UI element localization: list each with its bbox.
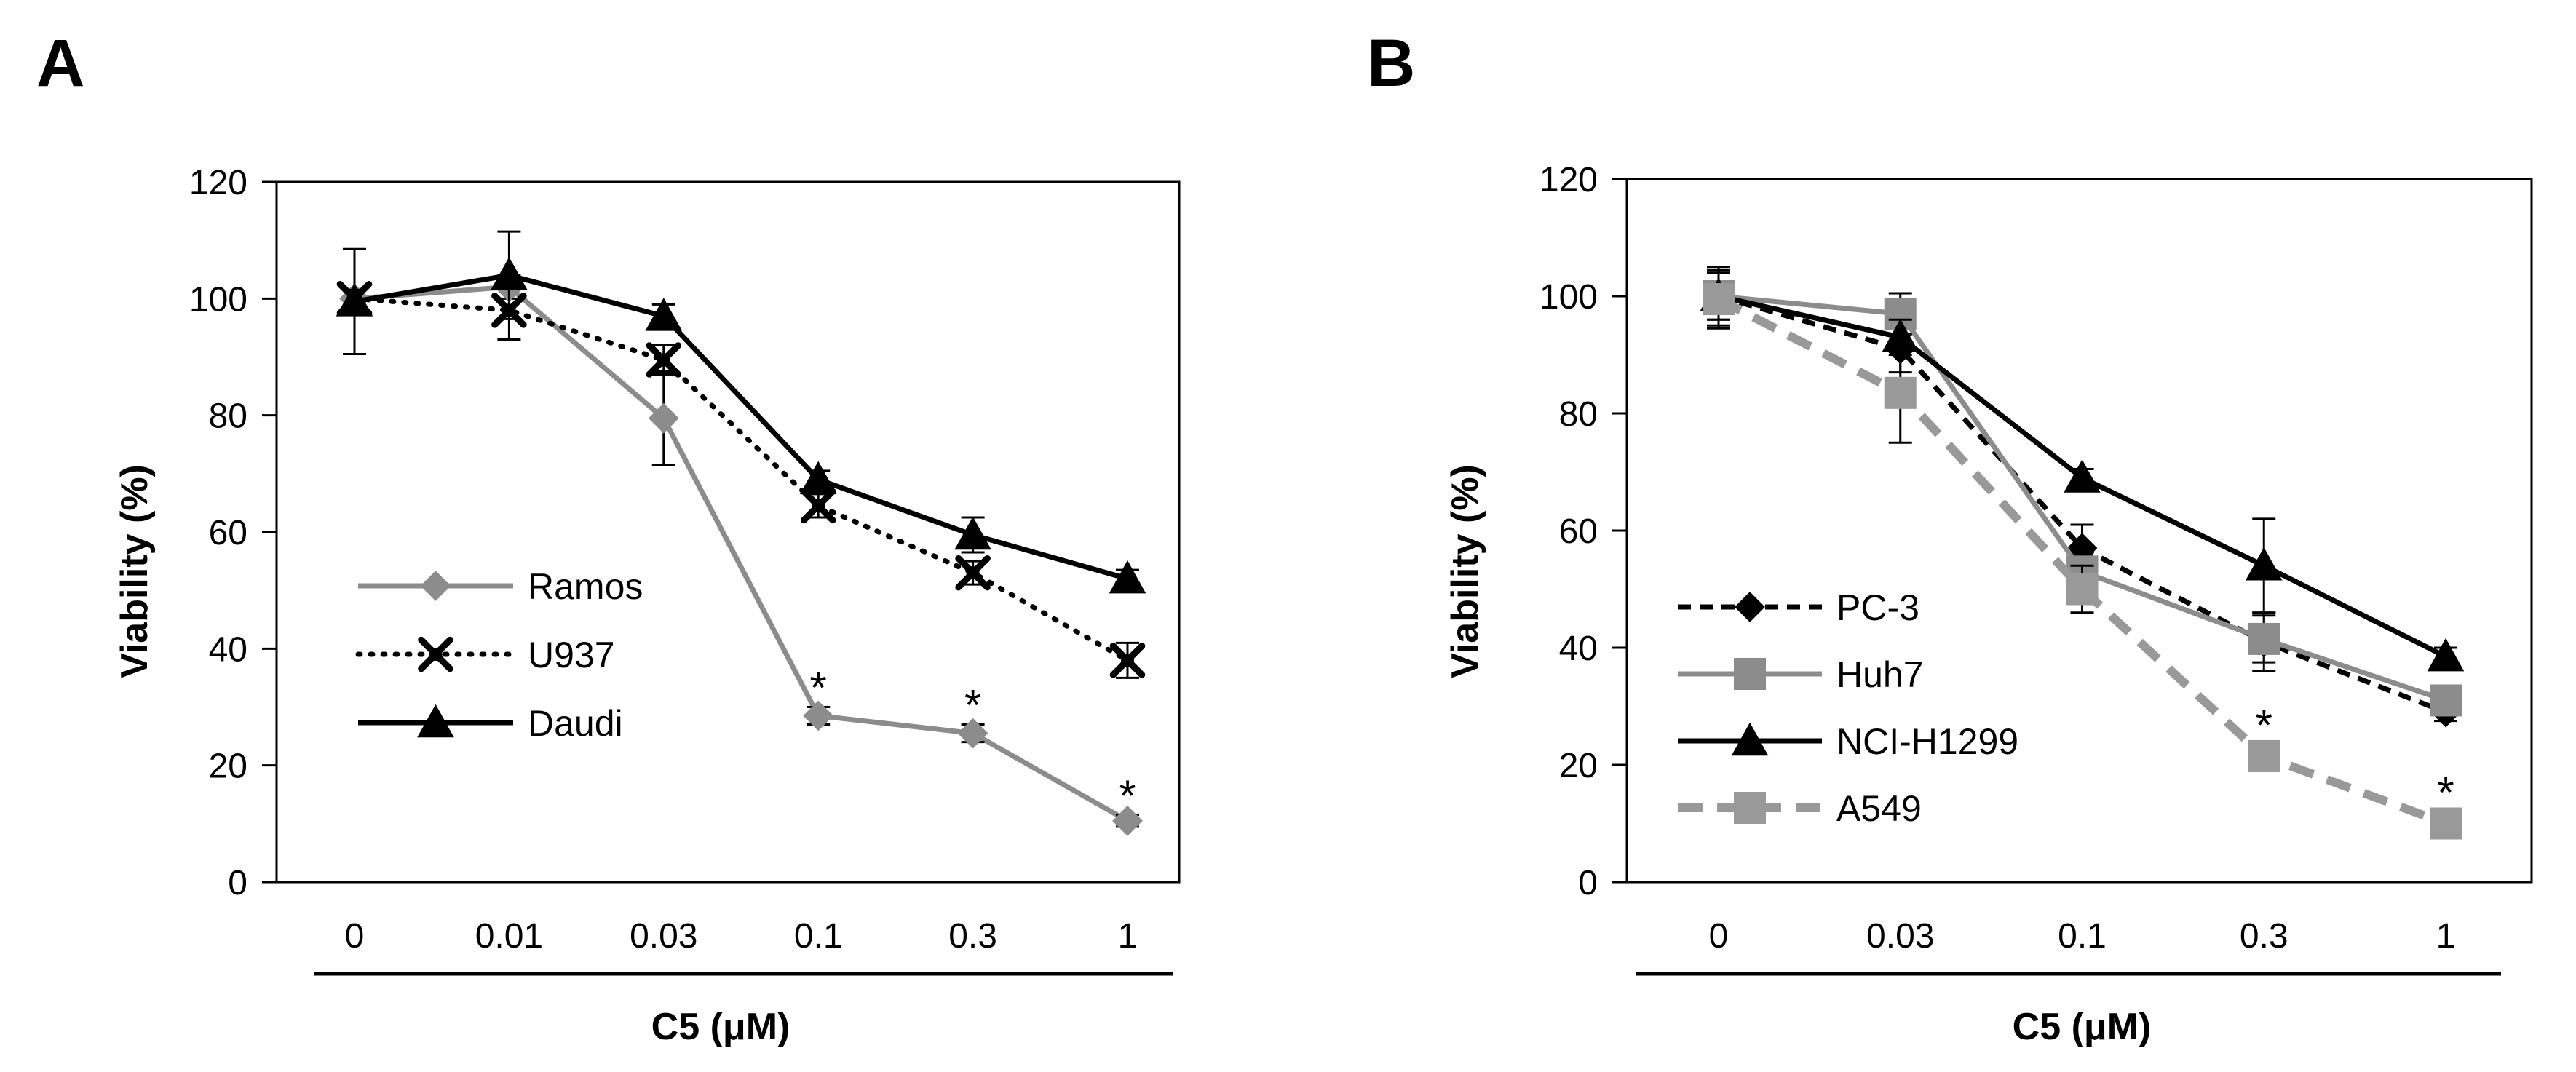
panel-a-series-u937-point-3	[800, 488, 836, 524]
panel-a-legend-u937-label: U937	[528, 635, 615, 675]
panel-b-x-axis-title: C5 (μM)	[2013, 1006, 2152, 1048]
panel-a-x-tick-label-0: 0	[345, 917, 365, 956]
panel-a-series-u937-point-5	[1109, 643, 1146, 678]
panel-a-legend-ramos-label: Ramos	[528, 566, 643, 607]
panel-a-series-u937-point-4-center	[966, 566, 980, 580]
panel-a-legend-daudi-label: Daudi	[528, 703, 623, 744]
panel-b-legend-nci-h1299-label: NCI-H1299	[1836, 721, 2018, 762]
panel-a-legend-daudi-swatch-marker	[417, 704, 454, 738]
panel-a-y-tick-label-40: 40	[209, 630, 247, 669]
panel-b-series-huh7	[1703, 271, 2462, 717]
panel-a-legend: Ramos U937 Daudi	[355, 566, 643, 744]
panel-a-y-axis-title: Viability (%)	[114, 464, 156, 678]
panel-a-x-tick-label-2: 0.03	[630, 917, 697, 956]
panel-b-series-a549-point-3	[2248, 739, 2280, 772]
panel-b-legend-pc-3-swatch-marker	[1735, 592, 1765, 622]
panel-b-y-tick-label-120: 120	[1539, 161, 1598, 199]
panel-b-series-nci-h1299-point-4	[2427, 638, 2465, 672]
panel-a-x-tick-label-3: 0.1	[794, 917, 843, 956]
panel-b-y-tick-label-100: 100	[1539, 278, 1598, 317]
panel-b-plot-frame	[1625, 178, 2533, 884]
panel-a-x-tick-label-4: 0.3	[948, 917, 997, 956]
panel-b-legend-a549-swatch-marker	[1734, 792, 1766, 824]
panel-b-x-tick-label-4: 1	[2436, 917, 2456, 956]
panel-a-series-u937-point-2-center	[657, 353, 670, 367]
panel-b-legend-a549-label: A549	[1836, 788, 1922, 829]
panel-b-x-tick-label-2: 0.1	[2058, 917, 2107, 956]
panel-b-legend-pc-3-label: PC-3	[1836, 587, 1919, 628]
panel-b-series-nci-h1299-point-3	[2245, 547, 2283, 581]
panel-b-series-a549-significance-star-3: *	[2256, 701, 2272, 750]
panel-a-y-tick-label-0: 0	[228, 864, 247, 902]
panel-b-series-huh7-point-3	[2248, 622, 2280, 655]
panel-a-series-ramos-line	[354, 284, 1129, 823]
panel-b-x-tick-label-3: 0.3	[2240, 917, 2288, 956]
panel-b-series-pc-3	[1703, 266, 2461, 728]
panel-a-series-u937-point-5-center	[1121, 654, 1134, 667]
panel-b-y-tick-label-20: 20	[1559, 747, 1598, 785]
panel-a-series-u937-point-4	[955, 555, 991, 591]
panel-b-series-a549-point-2	[2066, 573, 2099, 606]
panel-a-y-tick-label-20: 20	[209, 747, 247, 786]
panel-a-series-ramos-significance-star-5: *	[1119, 771, 1136, 820]
panel-a-series-daudi-point-2	[645, 298, 683, 331]
panel-a-series-daudi-point-0	[336, 283, 373, 317]
panel-a-chart: 0 20 40 60 80 100 120 0 0.01 0.03 0.1 0.3 1 * * * Ramos U…	[189, 164, 1181, 976]
panel-b-series-huh7-point-4	[2430, 684, 2462, 717]
panel-a-series-ramos-point-4	[957, 718, 988, 749]
panel-label-a: A	[36, 26, 84, 100]
panel-a-y-tick-label-80: 80	[209, 397, 247, 436]
panel-a-x-axis-title: C5 (μM)	[651, 1006, 790, 1048]
panel-a-series-ramos-significance-star-4: *	[964, 681, 981, 730]
panel-b-series-a549-point-4	[2430, 807, 2462, 840]
panel-b-y-tick-label-60: 60	[1559, 512, 1598, 551]
panel-a-series-ramos-significance-star-3: *	[810, 664, 827, 712]
panel-a-y-tick-label-60: 60	[209, 514, 247, 552]
panel-a-series-daudi-line	[354, 272, 1128, 581]
panel-a-plot-frame	[275, 180, 1181, 884]
panel-label-b: B	[1367, 26, 1415, 100]
panel-b-y-axis-title: Viability (%)	[1444, 464, 1486, 678]
panel-b-legend-huh7-swatch-marker	[1734, 658, 1766, 690]
panel-b-legend: PC-3 Huh7 NCI-H1299 A549	[1678, 587, 2018, 829]
panel-b-series-a549: **	[1703, 269, 2462, 840]
panel-a-series-daudi-point-4	[954, 516, 991, 550]
panel-b-legend-huh7-label: Huh7	[1836, 654, 1924, 695]
panel-a-series-ramos-point-5	[1112, 805, 1143, 836]
panel-a-series-ramos-point-3	[803, 700, 834, 731]
panel-b-series-nci-h1299-point-2	[2064, 459, 2101, 493]
panel-a-x-tick-label-5: 1	[1118, 917, 1138, 956]
panel-b-y-tick-label-80: 80	[1559, 395, 1598, 434]
panel-b-series-a549-point-0	[1703, 283, 1735, 316]
panel-a-series-ramos-point-2	[648, 402, 679, 434]
panel-a-legend-u937-swatch-marker	[418, 636, 453, 672]
panel-a-series-daudi-point-1	[491, 256, 528, 290]
panel-b-x-tick-label-1: 0.03	[1866, 917, 1934, 956]
panel-a-series-u937	[336, 279, 1146, 679]
panel-a-legend-ramos-swatch-marker	[420, 571, 451, 601]
panel-a-series-u937-point-2	[646, 342, 682, 378]
panel-b-legend-nci-h1299-swatch-marker	[1731, 722, 1769, 756]
panel-a-x-tick-label-1: 0.01	[475, 917, 543, 956]
panel-a-series-daudi	[336, 230, 1146, 594]
panel-a-series-daudi-point-5	[1109, 560, 1146, 594]
panel-b-series-a549-point-1	[1884, 376, 1917, 409]
panel-b-y-tick-label-0: 0	[1578, 864, 1598, 902]
panel-a-series-daudi-point-3	[799, 461, 837, 495]
panel-b-series-a549-significance-star-4: *	[2437, 768, 2454, 817]
panel-a-legend-u937-swatch-marker-center	[429, 648, 443, 661]
panel-a-y-tick-label-120: 120	[189, 164, 247, 202]
panel-a-series-u937-point-3-center	[812, 499, 825, 512]
panel-a-series-ramos: * * *	[339, 271, 1143, 836]
panel-b-x-tick-label-0: 0	[1709, 917, 1729, 956]
panel-b-y-tick-label-40: 40	[1559, 630, 1598, 668]
panel-a-series-u937-line	[352, 295, 1130, 663]
panel-a-y-tick-label-100: 100	[189, 280, 247, 319]
